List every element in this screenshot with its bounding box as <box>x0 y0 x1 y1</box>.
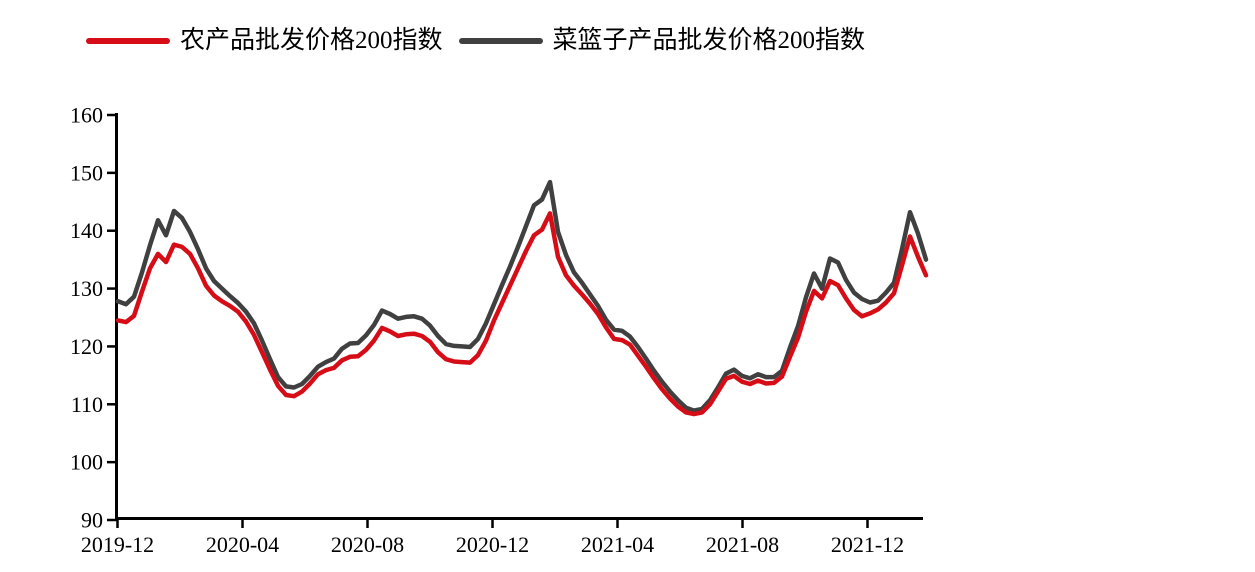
legend-label-basket-index: 菜篮子产品批发价格200指数 <box>552 27 866 54</box>
x-tick-label: 2020-12 <box>456 532 529 557</box>
x-tick-label: 2021-08 <box>706 532 779 557</box>
y-tick-label: 120 <box>70 334 103 359</box>
y-tick-label: 110 <box>71 392 103 417</box>
x-tick-label: 2021-04 <box>581 532 654 557</box>
y-tick-label: 160 <box>70 103 103 128</box>
x-tick-label: 2020-04 <box>206 532 279 557</box>
gray-line-swatch-icon <box>458 38 543 45</box>
y-tick-label: 90 <box>81 508 103 533</box>
legend-item-agricultural-index: 农产品批发价格200指数 <box>86 27 443 56</box>
y-tick-label: 140 <box>70 218 103 243</box>
legend-label-agricultural-index: 农产品批发价格200指数 <box>180 27 443 54</box>
y-tick-label: 100 <box>70 450 103 475</box>
series-line-basket-index <box>115 179 929 413</box>
x-tick-label: 2019-12 <box>81 532 154 557</box>
series-line-agricultural-index <box>115 211 929 417</box>
chart-legend: 农产品批发价格200指数 菜篮子产品批发价格200指数 <box>86 27 865 56</box>
red-line-swatch-icon <box>86 38 170 45</box>
y-tick-label: 130 <box>70 276 103 301</box>
x-tick-label: 2021-12 <box>831 532 904 557</box>
x-tick-label: 2020-08 <box>331 532 404 557</box>
y-tick-label: 150 <box>70 160 103 185</box>
legend-item-basket-index: 菜篮子产品批发价格200指数 <box>458 27 866 56</box>
